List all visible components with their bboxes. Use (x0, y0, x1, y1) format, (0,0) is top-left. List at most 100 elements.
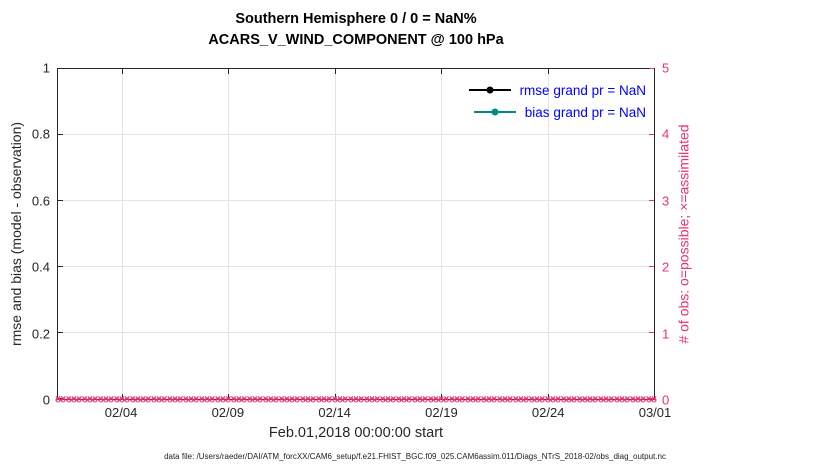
bias-line-sample (473, 108, 516, 116)
possible-obs-marker (161, 397, 167, 403)
possible-obs-marker (220, 397, 226, 403)
possible-obs-marker (305, 397, 311, 403)
assimilated-obs-marker: × (539, 394, 546, 405)
assimilated-obs-marker: × (342, 394, 349, 405)
possible-obs-marker (151, 397, 157, 403)
assimilated-obs-marker: × (651, 394, 657, 405)
assimilated-obs-marker: × (177, 394, 184, 405)
assimilated-obs-marker: × (118, 394, 125, 405)
possible-obs-marker (71, 397, 77, 403)
assimilated-obs-marker: × (613, 394, 620, 405)
possible-obs-marker (566, 397, 572, 403)
possible-obs-marker (475, 397, 481, 403)
possible-obs-marker (172, 397, 178, 403)
assimilated-obs-marker: × (166, 394, 173, 405)
x-tick-label: 02/19 (425, 405, 458, 420)
possible-obs-marker (422, 397, 428, 403)
y-left-tick-mark (58, 266, 63, 267)
x-tick-mark (121, 394, 123, 399)
possible-obs-marker (167, 397, 173, 403)
possible-obs-marker (199, 397, 205, 403)
possible-obs-marker (300, 397, 306, 403)
possible-obs-marker (140, 397, 146, 403)
possible-obs-marker (438, 397, 444, 403)
assimilated-obs-marker: × (528, 394, 535, 405)
possible-obs-marker (204, 397, 210, 403)
assimilated-obs-marker: × (209, 394, 216, 405)
possible-obs-marker (284, 397, 290, 403)
assimilated-obs-marker: × (241, 394, 248, 405)
possible-obs-marker (231, 397, 237, 403)
gridline-vertical (228, 69, 230, 399)
possible-obs-marker (310, 397, 316, 403)
possible-obs-marker (66, 397, 72, 403)
possible-obs-marker (236, 397, 242, 403)
possible-obs-marker (60, 397, 66, 403)
possible-obs-marker (316, 397, 322, 403)
assimilated-obs-marker: × (81, 394, 88, 405)
x-axis-title: Feb.01,2018 00:00:00 start (268, 425, 444, 441)
possible-obs-marker (369, 397, 375, 403)
assimilated-obs-marker: × (267, 394, 274, 405)
assimilated-obs-marker: × (635, 394, 641, 405)
x-tick-label: 02/14 (318, 405, 351, 420)
assimilated-obs-marker: × (305, 394, 312, 405)
assimilated-obs-marker: × (624, 394, 631, 405)
assimilated-obs-marker: × (491, 394, 498, 405)
assimilated-obs-marker: × (299, 394, 306, 405)
x-tick-label: 02/24 (531, 405, 565, 420)
possible-obs-marker (571, 397, 577, 403)
y-left-tick-label: 1 (42, 60, 50, 76)
possible-obs-marker (98, 397, 104, 403)
possible-obs-marker (268, 397, 274, 403)
assimilated-obs-marker: × (97, 394, 104, 405)
possible-obs-marker (279, 397, 284, 403)
assimilated-obs-marker: × (422, 394, 429, 405)
legend-label-rmse: rmse grand pr = NaN (519, 82, 646, 98)
possible-obs-marker (486, 397, 492, 403)
x-tick-mark-top (441, 69, 443, 74)
possible-obs-marker (534, 397, 540, 403)
assimilated-obs-marker: × (145, 394, 152, 405)
assimilated-obs-marker: × (251, 394, 258, 405)
assimilated-obs-marker: × (156, 394, 163, 405)
assimilated-obs-marker: × (555, 394, 562, 405)
possible-obs-marker (342, 397, 348, 403)
possible-obs-marker (513, 397, 519, 403)
assimilated-obs-marker: × (108, 394, 115, 405)
x-tick-mark-top (121, 69, 123, 74)
assimilated-obs-marker: × (390, 394, 397, 405)
assimilated-obs-marker: × (87, 394, 93, 405)
possible-obs-marker (337, 397, 343, 403)
possible-obs-marker (401, 397, 407, 403)
assimilated-obs-marker: × (640, 394, 647, 405)
possible-obs-marker (433, 397, 439, 403)
assimilated-obs-marker: × (337, 394, 343, 405)
possible-obs-marker (188, 397, 194, 403)
assimilated-obs-marker: × (480, 394, 487, 405)
possible-obs-marker (523, 397, 529, 403)
rmse-marker-dot (486, 86, 494, 94)
assimilated-obs-marker: × (523, 394, 530, 405)
possible-obs-marker (326, 397, 332, 403)
assimilated-obs-marker: × (161, 394, 168, 405)
y-right-tick-label: 4 (662, 126, 670, 142)
assimilated-obs-marker: × (71, 394, 77, 405)
x-axis-ticks: 02/04 02/09 02/14 02/19 02/24 03/01 (57, 405, 671, 421)
possible-obs-marker (497, 397, 503, 403)
gridline-vertical (121, 69, 123, 399)
assimilated-obs-marker: × (369, 394, 375, 405)
y-left-tick-label: 0.2 (31, 326, 50, 342)
possible-obs-marker (130, 397, 135, 403)
assimilated-obs-marker: × (608, 394, 615, 405)
possible-obs-marker (177, 397, 183, 403)
assimilated-obs-marker: × (448, 394, 455, 405)
possible-obs-marker (103, 397, 109, 403)
x-tick-mark-top (547, 69, 549, 74)
legend-item-rmse: rmse grand pr = NaN (468, 79, 646, 101)
possible-obs-marker (561, 397, 567, 403)
possible-obs-marker (417, 397, 423, 403)
assimilated-obs-marker: × (363, 394, 370, 405)
x-tick-mark (334, 394, 336, 399)
y-left-tick-label: 0.6 (31, 193, 50, 209)
